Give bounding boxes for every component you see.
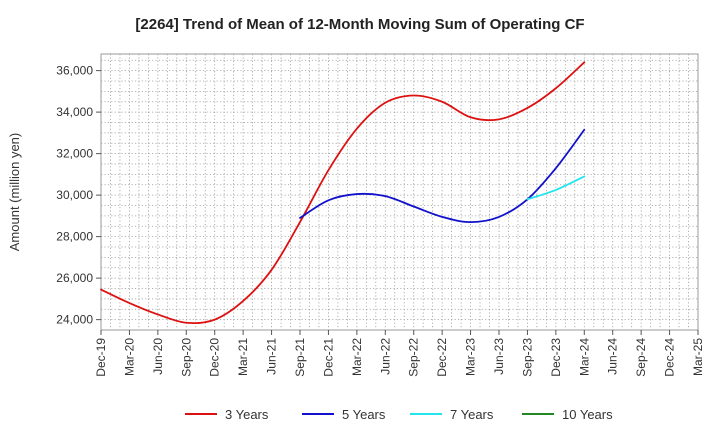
y-tick-label: 28,000 (56, 230, 93, 244)
chart-title: [2264] Trend of Mean of 12-Month Moving … (135, 16, 584, 33)
x-tick-label: Mar-23 (464, 338, 478, 376)
x-tick-label: Jun-24 (606, 338, 620, 375)
x-tick-label: Dec-22 (435, 338, 449, 377)
x-tick-label: Dec-20 (208, 338, 222, 377)
x-tick-label: Dec-21 (321, 338, 335, 377)
x-tick-label: Jun-23 (492, 338, 506, 375)
x-tick-label: Dec-24 (663, 338, 677, 377)
x-axis: Dec-19 Mar-20 Jun-20 Sep-20 Dec-20 Mar-21 Jun-… (94, 330, 705, 377)
legend: 3 Years 5 Years 7 Years 10 Years (185, 407, 613, 422)
x-tick-label: Dec-23 (549, 338, 563, 377)
x-tick-label: Jun-21 (265, 338, 279, 375)
x-tick-label: Mar-20 (122, 338, 136, 376)
x-tick-label: Sep-21 (293, 338, 307, 377)
legend-label: 3 Years (225, 407, 269, 422)
plot-frame (100, 53, 699, 331)
legend-label: 7 Years (450, 407, 494, 422)
y-tick-label: 30,000 (56, 188, 93, 202)
x-tick-label: Sep-23 (520, 338, 534, 377)
y-tick-label: 32,000 (56, 147, 93, 161)
x-tick-label: Dec-19 (94, 338, 108, 377)
y-tick-label: 24,000 (56, 313, 93, 327)
series-lines (100, 61, 586, 325)
x-tick-label: Sep-20 (179, 338, 193, 377)
x-tick-label: Mar-25 (691, 338, 705, 376)
x-tick-label: Sep-24 (634, 338, 648, 377)
series-line-7-years (526, 175, 586, 201)
y-axis-label: Amount (million yen) (7, 133, 22, 252)
y-axis: 24,000 26,000 28,000 30,000 32,000 34,000 36,0… (56, 64, 101, 327)
x-tick-label: Mar-24 (577, 338, 591, 376)
plot-area (101, 54, 698, 330)
series-line-5-years (299, 128, 586, 223)
legend-label: 5 Years (342, 407, 386, 422)
series-line-3-years (100, 61, 586, 325)
grid-horizontal (101, 59, 698, 321)
x-tick-label: Jun-22 (378, 338, 392, 375)
y-tick-label: 36,000 (56, 64, 93, 78)
x-tick-label: Mar-22 (350, 338, 364, 376)
y-tick-label: 26,000 (56, 271, 93, 285)
x-tick-label: Jun-20 (151, 338, 165, 375)
legend-label: 10 Years (562, 407, 613, 422)
y-tick-label: 34,000 (56, 105, 93, 119)
x-tick-label: Sep-22 (407, 338, 421, 377)
x-tick-label: Mar-21 (236, 338, 250, 376)
